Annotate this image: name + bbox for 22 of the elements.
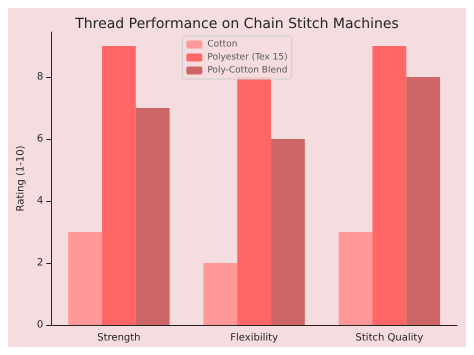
bar — [237, 76, 272, 325]
y-tick-label: 6 — [36, 133, 44, 144]
legend-label: Cotton — [207, 40, 238, 50]
bar — [102, 46, 136, 325]
y-tick-label: 8 — [36, 71, 44, 82]
legend-label: Polyester (Tex 15) — [207, 52, 288, 62]
bar — [68, 232, 102, 325]
legend-label: Poly-Cotton Blend — [207, 66, 288, 76]
bar — [271, 138, 305, 325]
x-tick-label: Stitch Quality — [356, 332, 424, 344]
bar — [338, 232, 372, 325]
x-tick-label: Flexibility — [230, 332, 278, 344]
chart-title: Thread Performance on Chain Stitch Machines — [74, 16, 399, 32]
y-tick-label: 0 — [36, 320, 44, 330]
bar — [406, 76, 440, 325]
bar — [372, 46, 406, 325]
bar — [136, 108, 170, 325]
y-tick-label: 2 — [36, 257, 44, 268]
y-axis-title: Rating (1-10) — [16, 145, 26, 212]
y-tick-label: 4 — [36, 195, 44, 206]
x-tick-label: Strength — [97, 332, 141, 344]
bar — [203, 262, 238, 325]
